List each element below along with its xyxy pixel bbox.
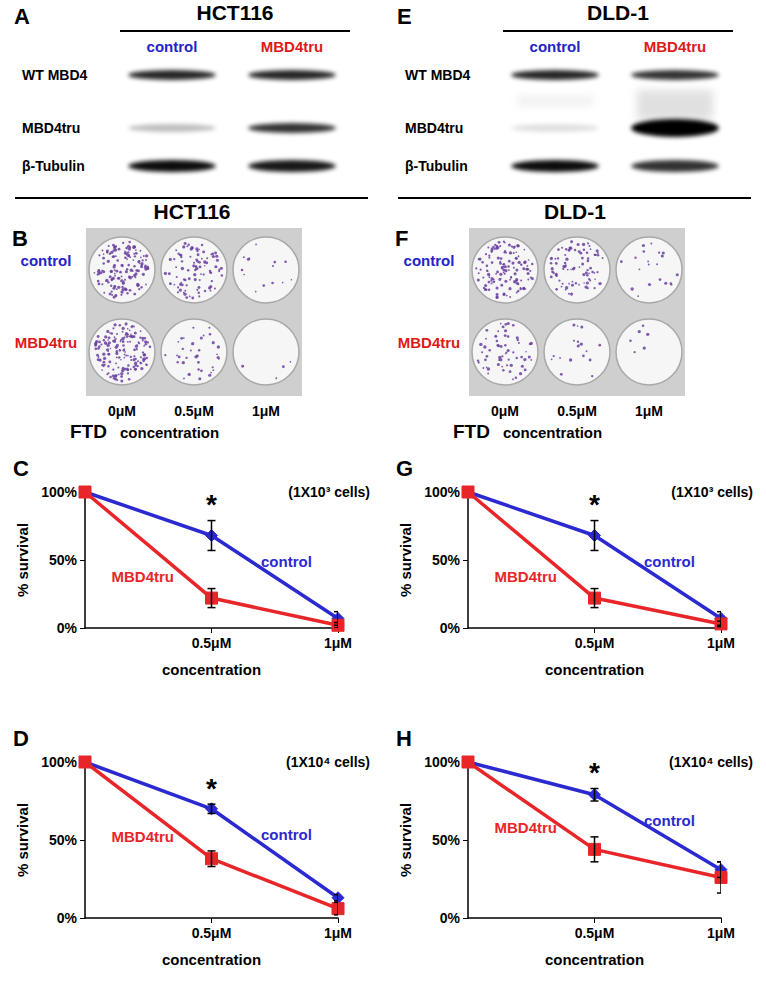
svg-text:100%: 100%: [424, 754, 460, 770]
svg-text:concentration: concentration: [545, 661, 644, 678]
svg-text:concentration: concentration: [162, 951, 261, 968]
svg-text:1μM: 1μM: [635, 403, 663, 419]
svg-text:0.5μM: 0.5μM: [575, 635, 615, 651]
svg-text:control: control: [21, 252, 72, 269]
svg-text:control: control: [644, 812, 695, 829]
svg-text:50%: 50%: [49, 552, 78, 568]
svg-text:HCT116: HCT116: [196, 1, 273, 24]
svg-text:1μM: 1μM: [707, 925, 735, 941]
svg-text:0μM: 0μM: [108, 403, 136, 419]
svg-text:0.5μM: 0.5μM: [174, 403, 214, 419]
svg-text:F: F: [395, 226, 408, 251]
svg-text:*: *: [589, 757, 600, 788]
svg-text:% survival: % survival: [397, 523, 414, 597]
svg-text:100%: 100%: [424, 484, 460, 500]
svg-text:MBD4tru: MBD4tru: [261, 38, 324, 55]
svg-text:B: B: [12, 226, 28, 251]
svg-text:(1X10³ cells): (1X10³ cells): [671, 484, 753, 500]
svg-text:WT MBD4: WT MBD4: [405, 67, 471, 83]
svg-text:0%: 0%: [440, 620, 461, 636]
svg-text:% survival: % survival: [397, 803, 414, 877]
svg-text:G: G: [396, 456, 413, 481]
svg-text:50%: 50%: [432, 832, 461, 848]
svg-text:MBD4tru: MBD4tru: [15, 334, 78, 351]
svg-text:DLD-1: DLD-1: [544, 200, 606, 223]
svg-text:E: E: [397, 4, 412, 29]
svg-text:MBD4tru: MBD4tru: [22, 120, 80, 136]
svg-text:concentration: concentration: [503, 424, 602, 441]
svg-text:DLD-1: DLD-1: [587, 1, 649, 24]
svg-text:concentration: concentration: [120, 424, 219, 441]
svg-text:1μM: 1μM: [324, 635, 352, 651]
svg-text:control: control: [404, 252, 455, 269]
svg-text:FTD: FTD: [453, 421, 490, 442]
svg-text:100%: 100%: [41, 754, 77, 770]
svg-text:0μM: 0μM: [491, 403, 519, 419]
svg-text:MBD4tru: MBD4tru: [495, 819, 558, 836]
svg-text:% survival: % survival: [14, 803, 31, 877]
svg-text:1μM: 1μM: [707, 635, 735, 651]
svg-text:control: control: [261, 826, 312, 843]
svg-text:β-Tubulin: β-Tubulin: [22, 158, 85, 174]
svg-text:MBD4tru: MBD4tru: [398, 334, 461, 351]
svg-text:0%: 0%: [57, 620, 78, 636]
svg-text:MBD4tru: MBD4tru: [112, 568, 175, 585]
svg-text:control: control: [147, 38, 198, 55]
svg-text:0%: 0%: [57, 910, 78, 926]
svg-text:50%: 50%: [432, 552, 461, 568]
svg-text:concentration: concentration: [545, 951, 644, 968]
svg-text:control: control: [261, 553, 312, 570]
svg-text:0%: 0%: [440, 910, 461, 926]
svg-text:FTD: FTD: [70, 421, 107, 442]
svg-text:50%: 50%: [49, 832, 78, 848]
svg-text:*: *: [206, 489, 217, 520]
svg-text:MBD4tru: MBD4tru: [405, 120, 463, 136]
svg-text:HCT116: HCT116: [153, 200, 230, 223]
svg-text:0.5μM: 0.5μM: [557, 403, 597, 419]
svg-text:(1X10⁴ cells): (1X10⁴ cells): [669, 754, 753, 770]
svg-text:A: A: [14, 4, 30, 29]
svg-text:0.5μM: 0.5μM: [192, 925, 232, 941]
svg-text:0.5μM: 0.5μM: [575, 925, 615, 941]
svg-text:(1X10³ cells): (1X10³ cells): [288, 484, 370, 500]
svg-text:control: control: [530, 38, 581, 55]
svg-text:β-Tubulin: β-Tubulin: [405, 158, 468, 174]
svg-text:control: control: [644, 553, 695, 570]
svg-text:*: *: [206, 773, 217, 804]
svg-text:MBD4tru: MBD4tru: [112, 828, 175, 845]
svg-text:WT MBD4: WT MBD4: [22, 67, 88, 83]
svg-text:(1X10⁴ cells): (1X10⁴ cells): [286, 754, 370, 770]
svg-text:MBD4tru: MBD4tru: [644, 38, 707, 55]
svg-text:1μM: 1μM: [252, 403, 280, 419]
svg-text:100%: 100%: [41, 484, 77, 500]
svg-text:% survival: % survival: [14, 523, 31, 597]
svg-text:MBD4tru: MBD4tru: [495, 568, 558, 585]
svg-text:concentration: concentration: [162, 661, 261, 678]
svg-text:1μM: 1μM: [324, 925, 352, 941]
svg-text:H: H: [396, 726, 412, 751]
svg-text:*: *: [589, 489, 600, 520]
svg-text:D: D: [13, 726, 29, 751]
svg-text:C: C: [13, 456, 29, 481]
svg-text:0.5μM: 0.5μM: [192, 635, 232, 651]
